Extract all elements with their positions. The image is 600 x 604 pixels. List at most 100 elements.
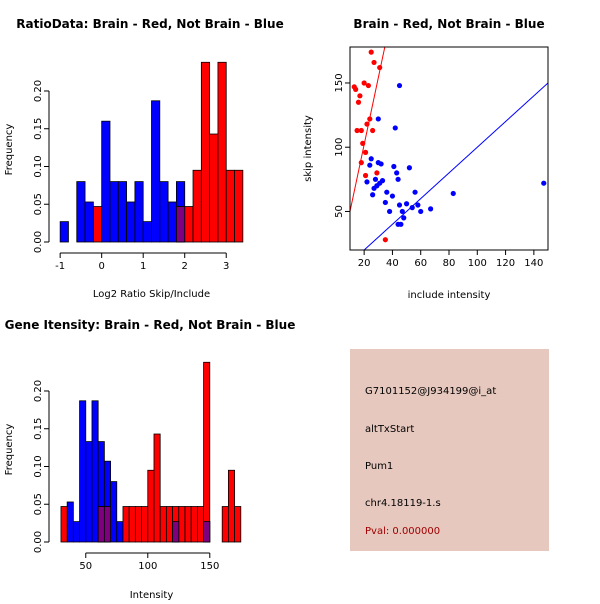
intensity-bar-brain xyxy=(122,506,130,543)
ratio-bar-notbrain xyxy=(167,201,177,243)
intensity-bar-brain xyxy=(196,506,204,543)
scatter-point-notbrain xyxy=(378,161,384,167)
ratio-bar-notbrain xyxy=(134,181,144,243)
intensity-x-tick-label: 150 xyxy=(200,561,219,572)
scatter-point-brain xyxy=(374,170,380,176)
scatter-point-notbrain xyxy=(370,192,376,198)
intensity-y-tick-label: 0.05 xyxy=(33,493,44,515)
scatter-point-brain xyxy=(382,237,388,243)
scatter-point-notbrain xyxy=(391,163,397,170)
scatter-point-notbrain xyxy=(415,202,421,208)
scatter-point-brain xyxy=(362,172,369,179)
intensity-y-tick-label: 0.10 xyxy=(33,455,44,477)
scatter-point-brain xyxy=(365,82,371,89)
ratio-bar-brain xyxy=(209,133,219,243)
scatter-point-brain xyxy=(354,127,360,134)
scatter-x-tick-label: 40 xyxy=(386,258,399,269)
scatter-point-notbrain xyxy=(399,208,405,215)
scatter-x-tick-label: 120 xyxy=(496,258,515,269)
ratio-bar-brain xyxy=(184,206,194,243)
intensity-bar-notbrain xyxy=(110,481,118,543)
intensity-y-tick-label: 0.15 xyxy=(33,418,44,440)
scatter-point-brain xyxy=(362,149,369,155)
scatter-point-brain xyxy=(358,160,364,166)
intensity-bar-brain xyxy=(147,469,155,543)
scatter-point-notbrain xyxy=(409,205,415,211)
scatter-plot-box xyxy=(349,46,549,251)
intensity-x-tick-label: 100 xyxy=(138,561,157,572)
intensity-y-tick-label: 0.00 xyxy=(33,531,44,553)
ratio-bar-notbrain xyxy=(84,201,94,243)
intensity-x-tick-label: 50 xyxy=(79,561,92,572)
ratio-bar-notbrain xyxy=(142,221,152,243)
ratio-bar-overlap xyxy=(176,206,186,243)
intensity-bar-brain xyxy=(234,506,242,543)
scatter-point-brain xyxy=(360,140,366,146)
intensity-bar-notbrain xyxy=(85,441,93,543)
scatter-x-tick-label: 80 xyxy=(443,258,456,269)
ratio-bar-brain xyxy=(200,61,211,243)
ratio-x-tick-label: 3 xyxy=(223,261,229,272)
ratio-y-tick-label: 0.05 xyxy=(33,193,44,215)
scatter-point-notbrain xyxy=(406,165,412,171)
ratio-bar-notbrain xyxy=(59,221,69,243)
intensity-bar-brain xyxy=(134,506,142,543)
ratio-bar-notbrain xyxy=(117,181,127,243)
scatter-x-tick-label: 100 xyxy=(468,258,487,269)
scatter-point-notbrain xyxy=(364,179,370,185)
scatter-point-notbrain xyxy=(541,180,547,186)
ratio-x-tick-label: 1 xyxy=(140,261,146,272)
scatter-point-notbrain xyxy=(367,162,373,168)
scatter-point-brain xyxy=(361,80,367,86)
ratio-x-tick-label: 0 xyxy=(98,261,104,272)
intensity-bar-notbrain xyxy=(72,521,80,543)
intensity-bar-brain xyxy=(178,506,186,543)
scatter-point-notbrain xyxy=(368,156,374,162)
scatter-y-tick-label: 50 xyxy=(334,205,345,218)
ratio-bar-brain xyxy=(234,169,244,243)
scatter-point-brain xyxy=(364,121,370,127)
scatter-y-label: skip intensity xyxy=(303,115,314,182)
scatter-point-brain xyxy=(353,86,359,92)
ratio-y-tick-label: 0.15 xyxy=(33,118,44,140)
scatter-point-brain xyxy=(368,49,374,55)
scatter-point-notbrain xyxy=(403,201,410,207)
ratio-bar-notbrain xyxy=(159,181,169,243)
scatter-point-notbrain xyxy=(375,116,381,122)
ratio-bar-notbrain xyxy=(101,120,111,243)
gene-name-text: Pum1 xyxy=(365,461,394,472)
intensity-bar-overlap xyxy=(97,506,105,543)
scatter-point-notbrain xyxy=(395,221,401,227)
scatter-point-brain xyxy=(355,99,362,105)
ratio-y-tick-label: 0.20 xyxy=(33,80,44,102)
intensity-title: Gene Itensity: Brain - Red, Not Brain - … xyxy=(5,318,296,332)
intensity-bar-brain xyxy=(60,506,68,543)
scatter-point-brain xyxy=(377,64,383,71)
scatter-x-tick-label: 140 xyxy=(524,258,543,269)
ratio-x-label: Log2 Ratio Skip/Include xyxy=(93,289,210,300)
intensity-x-label: Intensity xyxy=(130,590,174,600)
scatter-x-tick-label: 60 xyxy=(414,258,427,269)
scatter-point-brain xyxy=(358,127,364,134)
ratio-bar-brain xyxy=(92,206,103,243)
scatter-point-notbrain xyxy=(382,199,388,206)
scatter-point-brain xyxy=(370,127,376,134)
scatter-point-notbrain xyxy=(395,176,401,182)
scatter-point-notbrain xyxy=(389,193,396,199)
intensity-bar-notbrain xyxy=(66,501,74,543)
scatter-point-notbrain xyxy=(396,82,403,89)
pval-text: Pval: 0.000000 xyxy=(365,526,441,537)
scatter-point-notbrain xyxy=(412,189,418,195)
ratio-title: RatioData: Brain - Red, Not Brain - Blue xyxy=(16,17,283,31)
ratio-x-tick-label: -1 xyxy=(55,261,65,272)
scatter-point-brain xyxy=(367,116,373,122)
intensity-bar-brain xyxy=(153,433,161,543)
intensity-bar-brain xyxy=(159,506,167,543)
intensity-bar-notbrain xyxy=(116,521,124,543)
ratio-bar-brain xyxy=(217,61,227,243)
intensity-bar-brain xyxy=(203,361,211,543)
scatter-x-label: include intensity xyxy=(408,290,491,301)
scatter-point-notbrain xyxy=(450,190,456,197)
